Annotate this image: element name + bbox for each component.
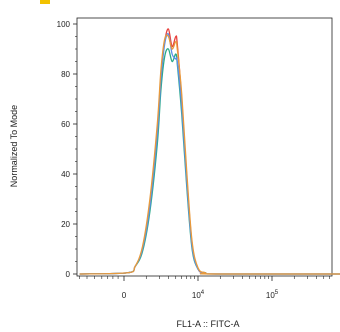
x-tick-label: 104 [192,290,205,300]
y-axis: 0 20 40 60 80 100 [57,20,77,279]
plot-frame [76,17,333,277]
x-tick-exponent: 4 [201,290,205,296]
x-tick-exponent: 5 [275,290,279,296]
y-tick-label: 40 [61,170,70,179]
corner-marker [40,0,50,4]
x-tick-label: 0 [122,291,127,300]
series-line-3 [79,32,340,275]
y-tick-label: 60 [61,120,70,129]
x-tick-label: 105 [266,290,279,300]
y-tick-label: 80 [61,70,70,79]
y-tick-label: 100 [57,20,71,29]
series-line-4 [79,34,340,275]
series-line-2 [79,48,340,275]
x-axis-label: FL1-A :: FITC-A [176,319,239,329]
x-axis: 0104105106107 [79,276,340,300]
y-axis-label: Normalized To Mode [9,105,19,187]
series-line-1 [79,28,340,275]
plot-area [76,17,340,277]
y-tick-label: 0 [66,270,71,279]
y-tick-label: 20 [61,220,70,229]
